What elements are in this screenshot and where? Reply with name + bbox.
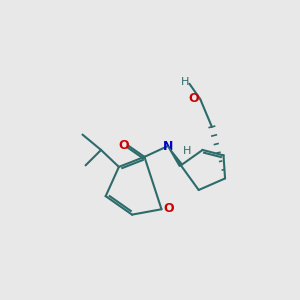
Text: H: H [183,146,192,156]
Text: O: O [163,202,174,215]
Text: H: H [181,77,190,87]
Polygon shape [168,146,182,166]
Text: O: O [189,92,200,105]
Text: N: N [163,140,173,153]
Text: O: O [118,139,129,152]
